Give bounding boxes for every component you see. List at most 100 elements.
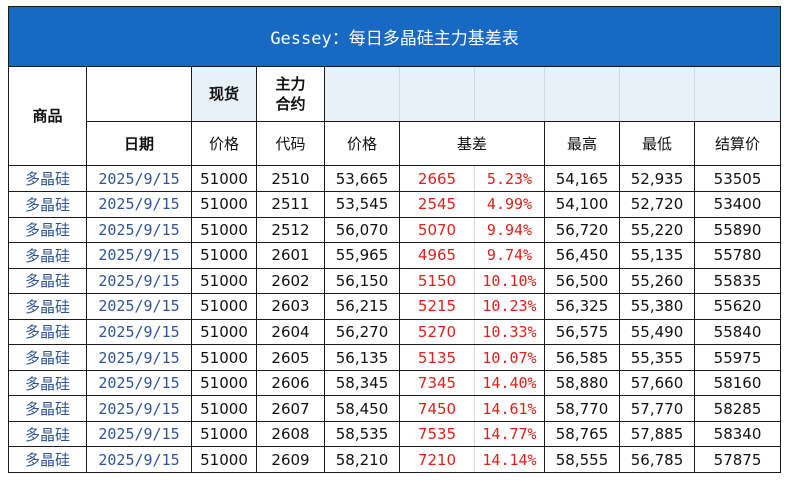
cell-high: 58,765	[544, 420, 620, 448]
cell-price: 53,545	[324, 190, 400, 218]
cell-spot: 51000	[191, 420, 257, 448]
cell-basis: 5270	[399, 318, 475, 346]
cell-high: 58,770	[544, 395, 620, 422]
cell-product: 多晶硅	[8, 420, 87, 448]
cell-basis: 2545	[399, 190, 475, 218]
cell-pct: 10.07%	[474, 344, 545, 371]
cell-date: 2025/9/15	[86, 318, 192, 346]
header-fill	[544, 66, 620, 123]
cell-pct: 14.40%	[474, 369, 545, 397]
cell-product: 多晶硅	[8, 293, 87, 320]
cell-settle: 55840	[693, 318, 782, 346]
cell-high: 56,585	[544, 344, 620, 371]
table-row: 多晶硅 2025/9/15 51000 2604 56,270 5270 10.33% 56,…	[8, 318, 782, 346]
cell-low: 55,490	[619, 318, 695, 346]
cell-basis: 7345	[399, 369, 475, 397]
cell-basis: 7450	[399, 395, 475, 422]
cell-spot: 51000	[191, 165, 257, 192]
cell-product: 多晶硅	[8, 369, 87, 397]
header-basis: 基差	[399, 121, 545, 167]
cell-date: 2025/9/15	[86, 190, 192, 218]
cell-low: 55,260	[619, 267, 695, 295]
cell-basis: 5150	[399, 267, 475, 295]
table-title: Gessey：每日多晶硅主力基差表	[7, 5, 782, 68]
cell-basis: 2665	[399, 165, 475, 192]
cell-pct: 14.77%	[474, 420, 545, 448]
cell-product: 多晶硅	[8, 344, 87, 371]
table-body: 多晶硅 2025/9/15 51000 2510 53,665 2665 5.23% 54,1…	[8, 165, 782, 473]
cell-low: 52,935	[619, 165, 695, 192]
cell-pct: 5.23%	[474, 165, 545, 192]
header-fill	[399, 66, 475, 123]
cell-code: 2606	[256, 369, 325, 397]
cell-low: 55,380	[619, 293, 695, 320]
cell-code: 2608	[256, 420, 325, 448]
cell-product: 多晶硅	[8, 267, 87, 295]
table-row: 多晶硅 2025/9/15 51000 2510 53,665 2665 5.23% 54,1…	[8, 165, 782, 192]
header-fill	[693, 66, 782, 123]
cell-product: 多晶硅	[8, 216, 87, 244]
cell-pct: 4.99%	[474, 190, 545, 218]
cell-basis: 7535	[399, 420, 475, 448]
cell-basis: 4965	[399, 242, 475, 269]
cell-high: 56,450	[544, 242, 620, 269]
cell-settle: 55890	[693, 216, 782, 244]
cell-low: 55,135	[619, 242, 695, 269]
cell-date: 2025/9/15	[86, 216, 192, 244]
cell-code: 2602	[256, 267, 325, 295]
cell-product: 多晶硅	[8, 318, 87, 346]
header-high: 最高	[544, 121, 620, 167]
cell-settle: 58340	[693, 420, 782, 448]
cell-date: 2025/9/15	[86, 420, 192, 448]
cell-low: 57,660	[619, 369, 695, 397]
cell-date: 2025/9/15	[86, 446, 192, 473]
header-price: 价格	[324, 121, 400, 167]
cell-product: 多晶硅	[8, 395, 87, 422]
header-commodity: 商品	[8, 66, 87, 167]
cell-product: 多晶硅	[8, 165, 87, 192]
cell-code: 2601	[256, 242, 325, 269]
cell-settle: 55780	[693, 242, 782, 269]
header-main-contract: 主力 合约	[256, 66, 325, 123]
cell-spot: 51000	[191, 446, 257, 473]
header-settle: 结算价	[693, 121, 782, 167]
cell-settle: 55975	[693, 344, 782, 371]
cell-code: 2510	[256, 165, 325, 192]
cell-date: 2025/9/15	[86, 369, 192, 397]
cell-basis: 7210	[399, 446, 475, 473]
header-blank	[86, 66, 192, 123]
cell-price: 56,150	[324, 267, 400, 295]
cell-high: 56,575	[544, 318, 620, 346]
cell-price: 58,535	[324, 420, 400, 448]
cell-date: 2025/9/15	[86, 267, 192, 295]
cell-settle: 55835	[693, 267, 782, 295]
cell-price: 56,270	[324, 318, 400, 346]
cell-basis: 5135	[399, 344, 475, 371]
cell-settle: 57875	[693, 446, 782, 473]
cell-price: 56,135	[324, 344, 400, 371]
cell-high: 54,165	[544, 165, 620, 192]
cell-basis: 5215	[399, 293, 475, 320]
header-fill	[324, 66, 400, 123]
cell-spot: 51000	[191, 369, 257, 397]
cell-low: 57,770	[619, 395, 695, 422]
cell-price: 58,210	[324, 446, 400, 473]
cell-date: 2025/9/15	[86, 293, 192, 320]
cell-pct: 10.23%	[474, 293, 545, 320]
cell-code: 2603	[256, 293, 325, 320]
table-row: 多晶硅 2025/9/15 51000 2607 58,450 7450 14.61% 58,…	[8, 395, 782, 422]
cell-spot: 51000	[191, 318, 257, 346]
cell-high: 58,555	[544, 446, 620, 473]
cell-low: 56,785	[619, 446, 695, 473]
cell-spot: 51000	[191, 395, 257, 422]
cell-date: 2025/9/15	[86, 344, 192, 371]
cell-price: 55,965	[324, 242, 400, 269]
cell-basis: 5070	[399, 216, 475, 244]
table-row: 多晶硅 2025/9/15 51000 2603 56,215 5215 10.23% 56,…	[8, 293, 782, 320]
cell-settle: 53505	[693, 165, 782, 192]
cell-price: 56,215	[324, 293, 400, 320]
cell-high: 56,720	[544, 216, 620, 244]
cell-code: 2512	[256, 216, 325, 244]
cell-low: 55,355	[619, 344, 695, 371]
cell-low: 52,720	[619, 190, 695, 218]
